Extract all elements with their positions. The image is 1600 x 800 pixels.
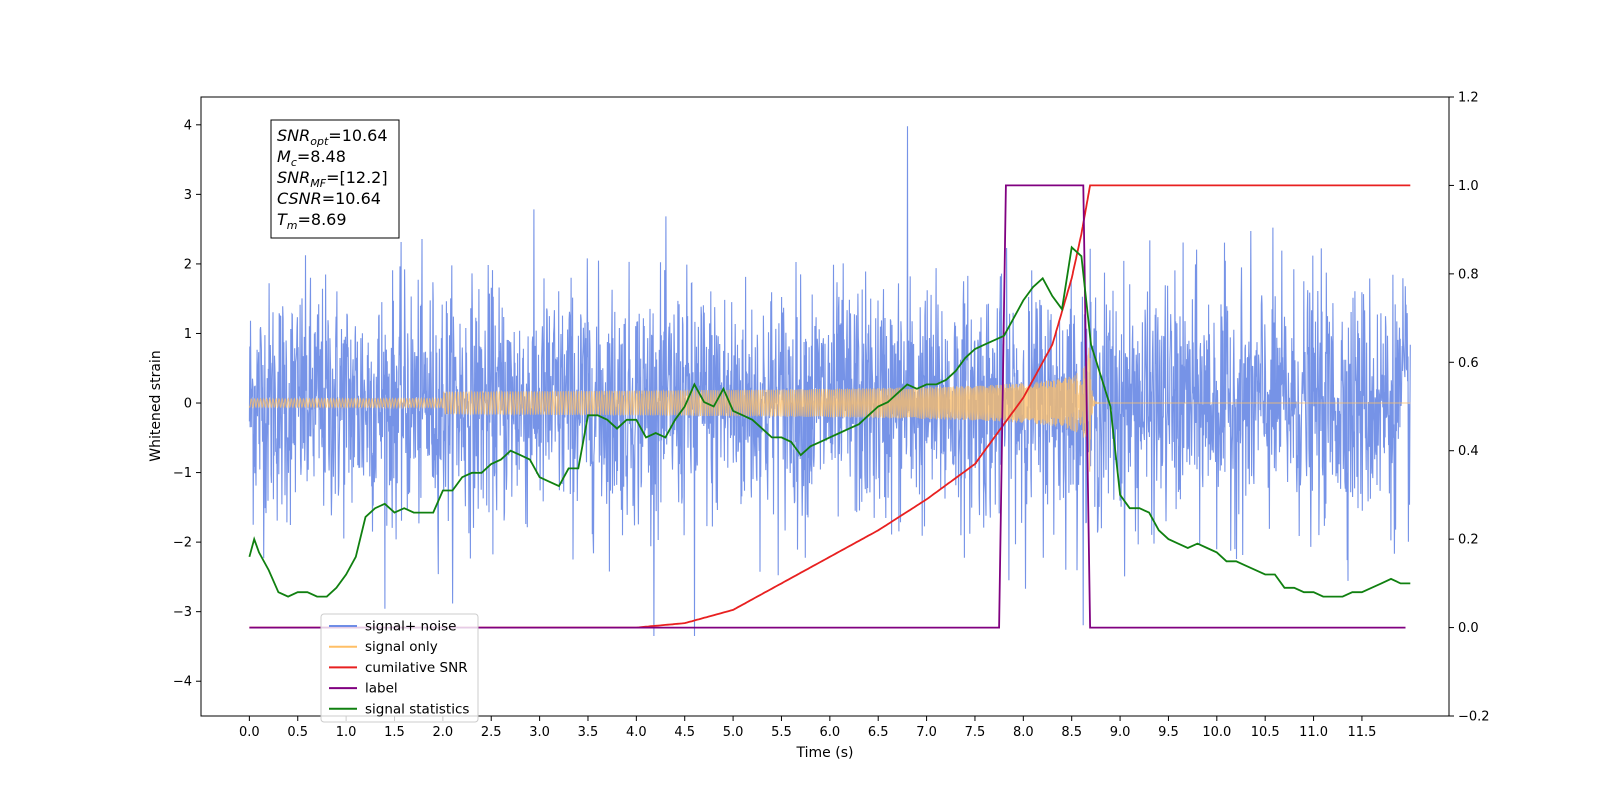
x-tick-label: 11.5 bbox=[1347, 725, 1376, 740]
y-tick-label: 4 bbox=[184, 118, 192, 133]
legend-label: cumilative SNR bbox=[365, 660, 468, 676]
series-signal-statistics-line bbox=[248, 245, 1411, 598]
legend-label: signal only bbox=[365, 639, 438, 655]
y2-tick-label: 0.0 bbox=[1458, 621, 1479, 636]
x-tick-label: 5.0 bbox=[723, 725, 744, 740]
legend-label: label bbox=[365, 681, 398, 697]
annotation-value: =[12.2] bbox=[326, 168, 388, 187]
x-axis-label: Time (s) bbox=[796, 745, 854, 761]
x-tick-label: 5.5 bbox=[771, 725, 792, 740]
y2-tick-label: 0.4 bbox=[1458, 444, 1479, 459]
annotation-symbol: SNR bbox=[277, 168, 310, 187]
y-tick-label: 2 bbox=[184, 257, 192, 272]
axes-frame bbox=[200, 96, 1450, 717]
annotation-line: Mc=8.48 bbox=[277, 147, 346, 169]
y-axis-left: −4 −3 −2 −1 0 1 2 3 4 bbox=[173, 118, 201, 690]
x-tick-label: 4.0 bbox=[626, 725, 647, 740]
x-tick-label: 8.5 bbox=[1061, 725, 1082, 740]
x-tick-label: 6.0 bbox=[819, 725, 840, 740]
x-tick-label: 1.5 bbox=[384, 725, 405, 740]
legend-label: signal+ noise bbox=[365, 619, 456, 635]
x-tick-label: 11.0 bbox=[1299, 725, 1328, 740]
x-tick-label: 0.5 bbox=[287, 725, 308, 740]
legend-frame bbox=[320, 613, 479, 723]
annotation-subscript: m bbox=[287, 219, 298, 232]
annotation-line: SNRopt=10.64 bbox=[277, 126, 388, 148]
annotation-subscript: opt bbox=[310, 135, 329, 148]
x-tick-label: 0.0 bbox=[239, 725, 260, 740]
annotation-value: =10.64 bbox=[322, 189, 381, 208]
y-tick-label: −4 bbox=[173, 675, 192, 690]
series-signal-only-line bbox=[248, 347, 1411, 472]
annotation-value: =10.64 bbox=[328, 126, 387, 145]
x-tick-label: 1.0 bbox=[336, 725, 357, 740]
x-tick-label: 9.0 bbox=[1110, 725, 1131, 740]
y-tick-label: −3 bbox=[173, 605, 192, 620]
annotation-subscript: MF bbox=[310, 177, 326, 190]
x-tick-label: 10.5 bbox=[1251, 725, 1280, 740]
x-tick-label: 7.5 bbox=[965, 725, 986, 740]
x-tick-label: 6.5 bbox=[868, 725, 889, 740]
y-tick-label: 3 bbox=[184, 188, 192, 203]
series-cumulative-snr-line bbox=[249, 184, 1411, 629]
x-tick-label: 4.5 bbox=[674, 725, 695, 740]
y2-tick-label: 0.8 bbox=[1458, 267, 1479, 282]
x-tick-label: 9.5 bbox=[1158, 725, 1179, 740]
y2-tick-label: 0.2 bbox=[1458, 533, 1479, 548]
y-tick-label: −2 bbox=[173, 536, 192, 551]
y-axis-label: Whitened strain bbox=[148, 350, 164, 461]
annotation-value: =8.69 bbox=[298, 210, 347, 229]
legend-label: signal statistics bbox=[365, 701, 469, 717]
y2-tick-label: −0.2 bbox=[1458, 710, 1490, 725]
annotation-symbol: M bbox=[277, 147, 291, 166]
y-tick-label: 0 bbox=[184, 397, 192, 412]
y-tick-label: −1 bbox=[173, 466, 192, 481]
legend: signal+ noise signal only cumilative SNR la… bbox=[320, 613, 479, 723]
annotation-value: =8.48 bbox=[297, 147, 346, 166]
series-label-line bbox=[249, 184, 1406, 629]
annotation-symbol: CSNR bbox=[277, 189, 322, 208]
series-signal-noise-line bbox=[248, 126, 1411, 637]
y2-tick-label: 0.6 bbox=[1458, 356, 1479, 371]
annotation-symbol: T bbox=[277, 210, 288, 229]
x-tick-label: 8.0 bbox=[1013, 725, 1034, 740]
x-tick-label: 2.5 bbox=[481, 725, 502, 740]
annotation-line: Tm=8.69 bbox=[277, 210, 347, 232]
annotation-box: SNRopt=10.64Mc=8.48SNRMF=[12.2]CSNR=10.6… bbox=[270, 119, 400, 239]
annotation-symbol: SNR bbox=[277, 126, 310, 145]
y-axis-right: −0.2 0.0 0.2 0.4 0.6 0.8 1.0 1.2 bbox=[1449, 91, 1490, 725]
x-tick-label: 2.0 bbox=[433, 725, 454, 740]
y2-tick-label: 1.2 bbox=[1458, 91, 1479, 106]
annotation-frame bbox=[270, 119, 400, 239]
x-axis: 0.0 0.5 1.0 1.5 2.0 2.5 3.0 3.5 4.0 4.5 5.0 5.5 6.0 6… bbox=[239, 716, 1376, 740]
annotation-line: CSNR=10.64 bbox=[277, 189, 381, 208]
x-tick-label: 3.5 bbox=[578, 725, 599, 740]
x-tick-label: 10.0 bbox=[1202, 725, 1231, 740]
y-tick-label: 1 bbox=[184, 327, 192, 342]
annotation-subscript: c bbox=[291, 156, 297, 169]
x-tick-label: 7.0 bbox=[916, 725, 937, 740]
y2-tick-label: 1.0 bbox=[1458, 179, 1479, 194]
plot-area bbox=[248, 126, 1411, 637]
x-tick-label: 3.0 bbox=[529, 725, 550, 740]
annotation-line: SNRMF=[12.2] bbox=[277, 168, 388, 190]
